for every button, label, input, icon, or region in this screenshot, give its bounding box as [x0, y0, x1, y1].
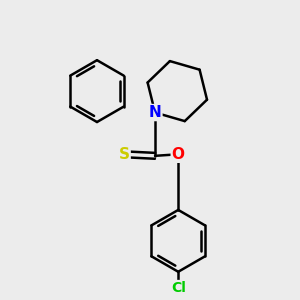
Text: S: S	[118, 147, 130, 162]
Text: Cl: Cl	[171, 281, 186, 295]
Text: O: O	[172, 147, 185, 162]
Text: N: N	[149, 105, 161, 120]
